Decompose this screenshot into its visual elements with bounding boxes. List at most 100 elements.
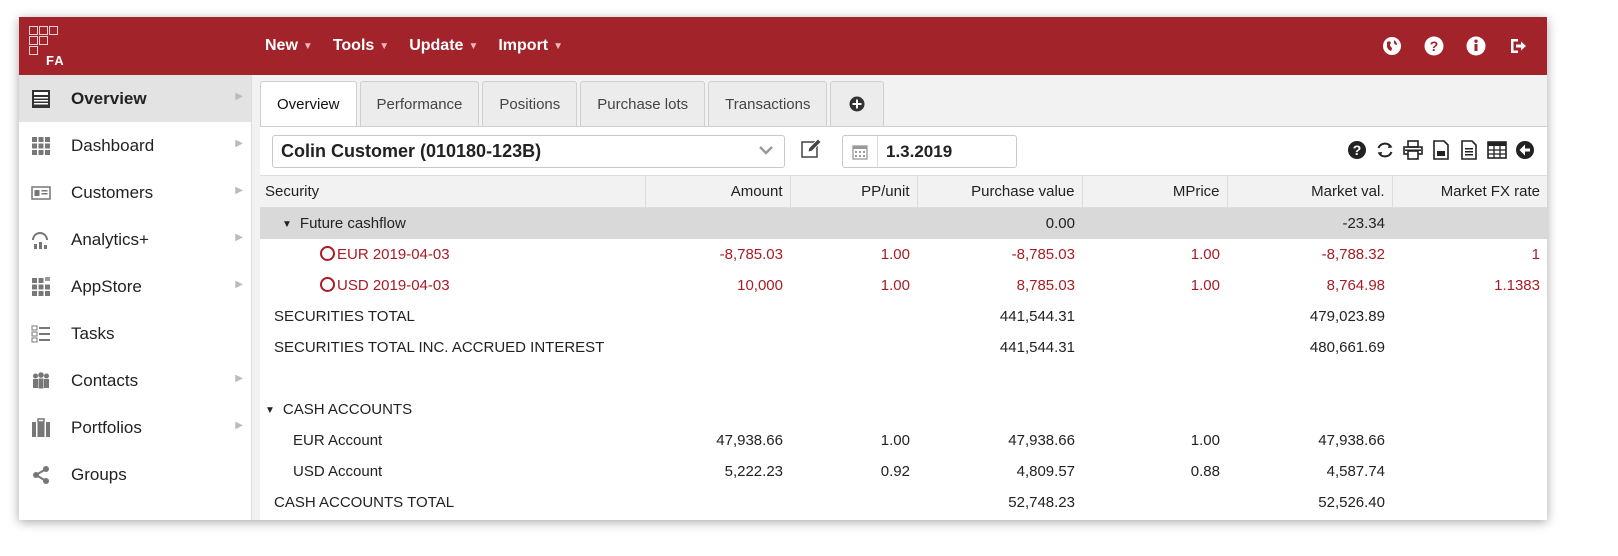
table-cell: -8,788.32 [1321,246,1385,263]
svg-text:?: ? [1353,142,1362,158]
customer-select[interactable]: Colin Customer (010180-123B) [272,135,785,168]
table-cell: 4,809.57 [1016,463,1075,480]
table-cell [1082,363,1227,394]
app-logo[interactable]: FA [29,26,99,68]
portfolio-briefcase-icon [30,417,52,439]
calendar-icon[interactable] [843,136,878,167]
info-icon[interactable] [1465,35,1487,57]
menu-new[interactable]: New ▼ [265,37,313,55]
column-header-security[interactable]: Security [260,175,646,208]
back-icon[interactable] [1513,138,1537,162]
table-row-total[interactable]: CASH ACCOUNTS TOTAL 52,748.23 52,526.40 [260,487,1547,518]
menu-update-label: Update [409,37,464,54]
table-cell: -8,785.03 [719,246,783,263]
chevron-right-icon: ▶ [235,185,243,196]
help-icon[interactable]: ? [1345,138,1369,162]
sidebar-item-portfolios[interactable]: Portfolios ▶ [19,404,251,451]
row-label: Future cashflow [299,215,406,232]
positions-table: Security Amount PP/unit Purchase value M… [260,175,1547,518]
table-cell [790,487,917,518]
tab-overview[interactable]: Overview [260,81,357,127]
table-row-total[interactable]: SECURITIES TOTAL INC. ACCRUED INTEREST 4… [260,332,1547,363]
table-cell: 47,938.66 [1318,432,1385,449]
table-cell: 8,785.03 [1016,277,1075,294]
sidebar-item-customers[interactable]: Customers ▶ [19,169,251,216]
help-icon[interactable]: ? [1423,35,1445,57]
sidebar-item-analytics[interactable]: Analytics+ ▶ [19,216,251,263]
document-icon[interactable] [1457,138,1481,162]
sidebar-item-appstore[interactable]: AppStore ▶ [19,263,251,310]
table-cell [645,332,790,363]
logo-text: FA [46,53,65,68]
column-header-amount[interactable]: Amount [645,175,791,208]
contacts-icon [30,370,52,392]
globe-icon[interactable] [1381,35,1403,57]
tab-positions[interactable]: Positions [482,81,578,126]
menu-import[interactable]: Import ▼ [498,37,563,55]
table-cell [1227,394,1392,425]
table-row[interactable]: EUR 2019-04-03 -8,785.03 1.00 -8,785.03 … [260,239,1547,270]
triangle-down-icon[interactable]: ▼ [282,219,292,230]
table-cell [917,363,1082,394]
table-row-group[interactable]: ▼ Future cashflow 0.00 -23.34 [260,207,1547,239]
column-header-pp-unit[interactable]: PP/unit [790,175,918,208]
triangle-down-icon[interactable]: ▼ [265,405,275,416]
sidebar-item-label: Overview [71,88,147,108]
table-cell: 52,748.23 [1008,494,1075,511]
print-icon[interactable] [1401,138,1425,162]
table-cell [1392,207,1547,239]
sidebar-item-label: Portfolios [71,417,142,437]
tab-transactions[interactable]: Transactions [708,81,828,126]
column-header-market-fx-rate[interactable]: Market FX rate [1392,175,1547,208]
table-cell [1392,487,1547,518]
add-tab-button[interactable] [830,81,885,126]
chevron-right-icon: ▶ [235,373,243,384]
sidebar-item-contacts[interactable]: Contacts ▶ [19,357,251,404]
sidebar-item-dashboard[interactable]: Dashboard ▶ [19,122,251,169]
toolbar-icons: ? [1341,138,1537,162]
table-cell: 1.00 [1190,246,1220,263]
menu-update[interactable]: Update ▼ [409,37,478,55]
customer-card-icon [30,182,52,204]
row-label: CASH ACCOUNTS TOTAL [274,494,455,511]
sidebar-item-groups[interactable]: Groups [19,451,251,498]
tab-purchase-lots[interactable]: Purchase lots [580,81,706,126]
table-row[interactable]: USD Account 5,222.23 0.92 4,809.57 0.88 … [260,456,1547,487]
table-header-row: Security Amount PP/unit Purchase value M… [260,175,1547,208]
table-cell: 47,938.66 [1008,432,1075,449]
tab-performance[interactable]: Performance [359,81,480,126]
edit-icon[interactable] [800,138,824,162]
table-cell [790,301,917,332]
refresh-icon[interactable] [1373,138,1397,162]
sidebar-item-label: Groups [71,464,127,484]
table-row-spacer [260,363,1547,394]
top-icons: ? [1361,17,1529,75]
logout-icon[interactable] [1507,35,1529,57]
table-row-total[interactable]: SECURITIES TOTAL 441,544.31 479,023.89 [260,301,1547,332]
table-row-section[interactable]: ▼ CASH ACCOUNTS [260,394,1547,425]
chevron-down-icon: ▼ [379,40,390,52]
pdf-icon[interactable] [1429,138,1453,162]
table-cell [260,363,645,394]
table-cell: 5,222.23 [724,463,783,480]
sidebar-item-overview[interactable]: Overview ▶ [19,75,251,122]
sidebar-item-label: AppStore [71,276,142,296]
main-panel: Overview Performance Positions Purchase … [252,75,1547,520]
table-icon[interactable] [1485,138,1509,162]
table-cell: 0.92 [880,463,910,480]
table-cell: 0.88 [1190,463,1220,480]
column-header-mprice[interactable]: MPrice [1082,175,1228,208]
table-cell [1392,425,1547,456]
table-row[interactable]: EUR Account 47,938.66 1.00 47,938.66 1.0… [260,425,1547,456]
table-cell: 1.00 [880,432,910,449]
column-header-market-value[interactable]: Market val. [1227,175,1393,208]
table-cell [1227,363,1392,394]
date-field[interactable]: 1.3.2019 [842,135,1017,168]
overview-icon [30,88,52,110]
column-header-purchase-value[interactable]: Purchase value [917,175,1083,208]
table-cell: 47,938.66 [716,432,783,449]
table-row[interactable]: USD 2019-04-03 10,000 1.00 8,785.03 1.00… [260,270,1547,301]
sidebar-item-tasks[interactable]: Tasks [19,310,251,357]
menu-tools[interactable]: Tools ▼ [333,37,389,55]
table-cell [1082,332,1227,363]
